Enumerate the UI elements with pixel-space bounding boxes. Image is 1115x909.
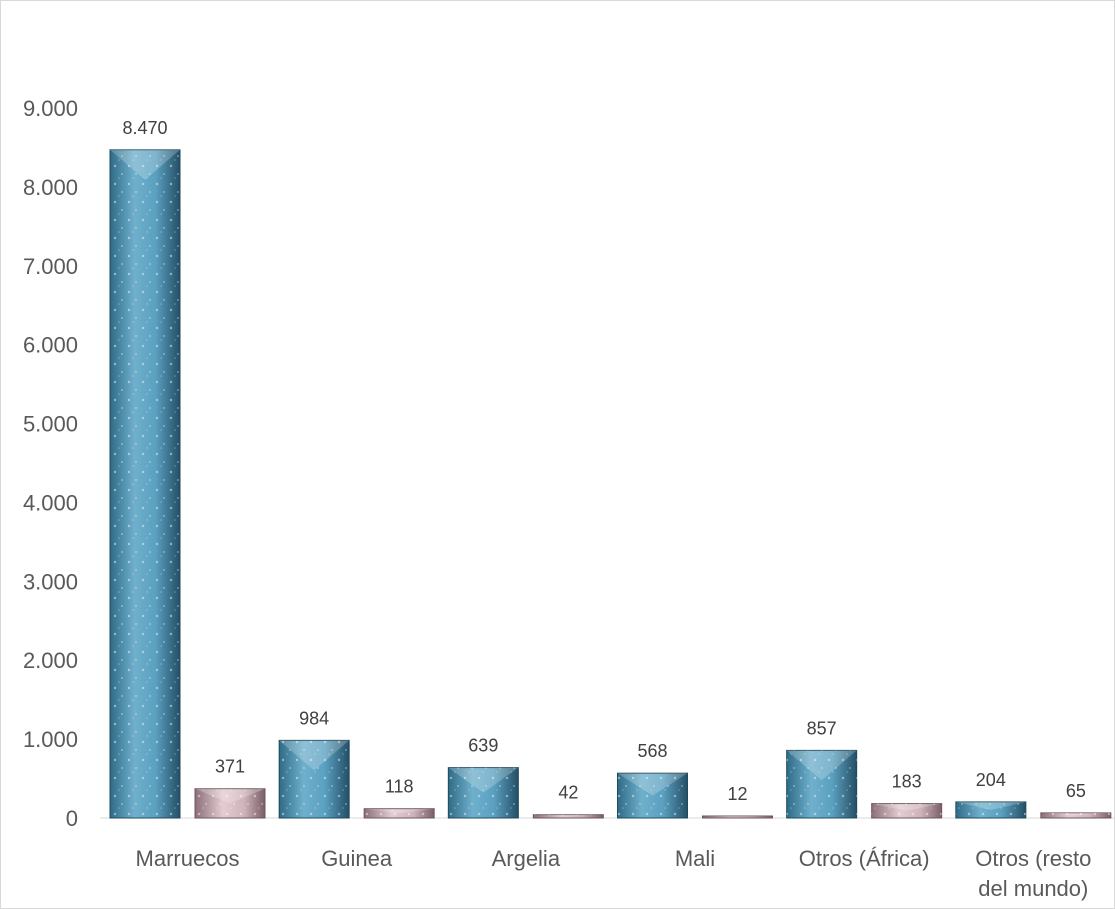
bar-bevel <box>195 788 265 804</box>
data-label: 183 <box>892 772 922 792</box>
bar-texture <box>364 808 435 818</box>
bar-texture <box>279 740 350 818</box>
data-label: 12 <box>727 784 747 804</box>
bar-bevel <box>279 740 350 771</box>
bar-bevel <box>702 816 773 817</box>
data-label: 8.470 <box>122 118 167 138</box>
bar-bevel <box>955 801 1026 810</box>
bar-texture <box>110 149 180 819</box>
bar-bevel <box>364 808 435 814</box>
bar-texture <box>1040 812 1111 818</box>
bar-texture <box>533 814 604 818</box>
bar-bevel <box>871 803 942 811</box>
data-label: 65 <box>1066 781 1086 801</box>
bar-texture <box>702 816 773 818</box>
bar-bevel <box>786 750 857 781</box>
data-label: 204 <box>976 770 1006 790</box>
bar-texture <box>617 773 688 818</box>
x-tick-label: Argelia <box>492 846 561 871</box>
y-tick-label: 1.000 <box>23 727 78 752</box>
y-tick-label: 4.000 <box>23 490 78 515</box>
y-tick-label: 7.000 <box>23 254 78 279</box>
data-label: 984 <box>299 708 329 728</box>
bar-bevel <box>110 149 180 180</box>
x-tick-label: Marruecos <box>136 846 240 871</box>
y-tick-label: 5.000 <box>23 412 78 437</box>
x-tick-label: Mali <box>675 846 715 871</box>
bar-bevel <box>1040 812 1111 816</box>
bar-bevel <box>448 767 519 793</box>
y-tick-label: 8.000 <box>23 175 78 200</box>
x-tick-label: Otros (resto del mundo) <box>975 846 1091 901</box>
bar-texture <box>448 767 519 818</box>
x-tick-label: Otros (África) <box>799 846 930 871</box>
bar-bevel <box>533 814 604 817</box>
data-label: 42 <box>558 783 578 803</box>
y-tick-label: 0 <box>66 806 78 831</box>
y-tick-label: 3.000 <box>23 569 78 594</box>
data-label: 568 <box>637 741 667 761</box>
data-label: 857 <box>807 718 837 738</box>
y-tick-label: 2.000 <box>23 648 78 673</box>
bar-texture <box>871 803 942 818</box>
data-label: 118 <box>385 777 414 797</box>
data-label: 371 <box>215 757 245 777</box>
bar-texture <box>955 801 1026 818</box>
bar-texture <box>786 750 857 818</box>
y-tick-label: 9.000 <box>23 96 78 121</box>
y-tick-label: 6.000 <box>23 333 78 358</box>
x-tick-label: Guinea <box>321 846 393 871</box>
bar-texture <box>195 788 265 818</box>
bar-bevel <box>617 773 688 796</box>
data-label: 639 <box>468 736 498 756</box>
